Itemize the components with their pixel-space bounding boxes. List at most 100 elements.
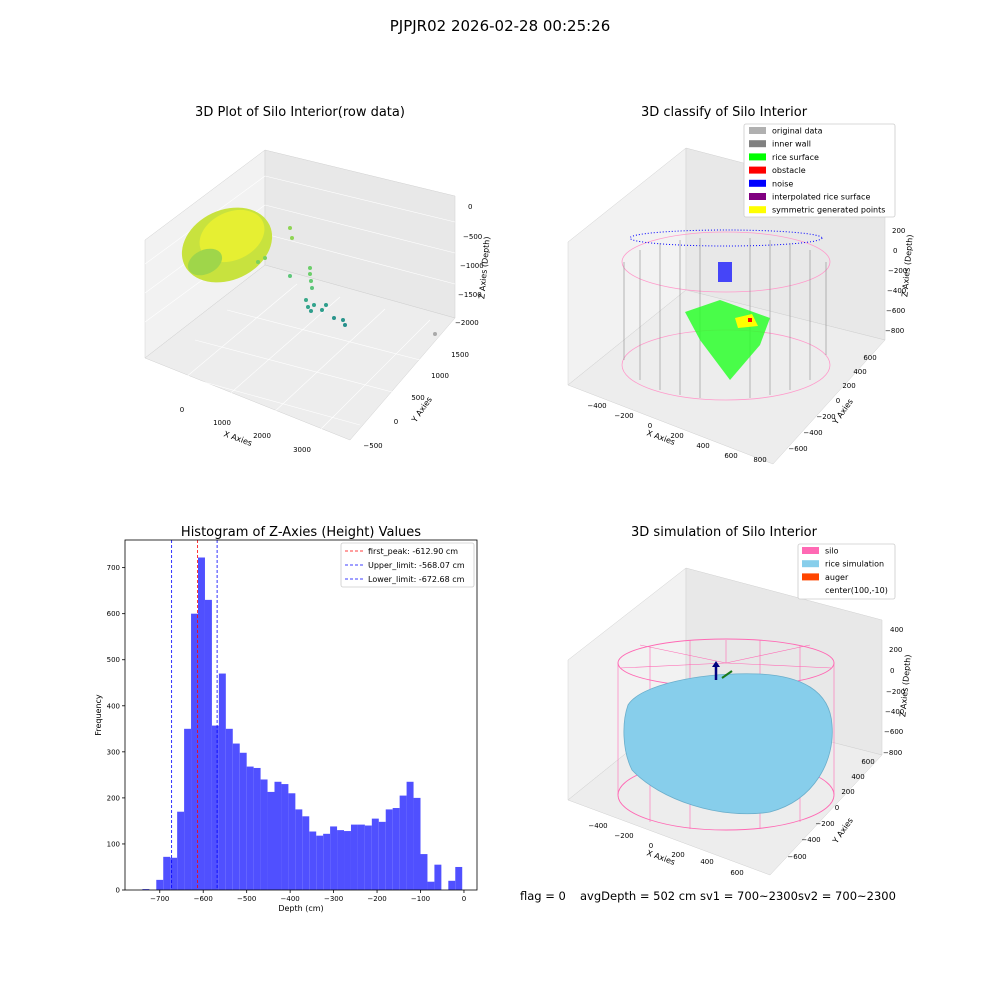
simulation-ztick: −400 (885, 708, 904, 716)
simulation-ztick: −600 (884, 728, 903, 736)
histogram-bar (323, 833, 331, 890)
classify-legend-swatch (749, 140, 766, 148)
histogram-bar (218, 673, 226, 890)
histogram-x-axis-label: Depth (cm) (278, 904, 323, 913)
classify-ztick: 0 (893, 247, 897, 255)
raw-ytick: −500 (363, 442, 382, 450)
histogram-bar (246, 766, 254, 890)
simulation-ztick: 0 (890, 667, 894, 675)
histogram-bar (350, 824, 358, 890)
classify-xtick: 200 (670, 432, 683, 440)
raw-ztick: −500 (463, 233, 482, 241)
simulation-panel-title: 3D simulation of Silo Interior (631, 525, 818, 540)
histogram-xtick-label: −100 (411, 895, 430, 903)
classify-axis-ticks: −400 −200 0 200 400 600 800 −600 −400 −2… (587, 227, 907, 464)
simulation-ytick: 400 (851, 773, 864, 781)
histogram-ytick-label: 400 (107, 702, 120, 710)
histogram-bar (357, 824, 365, 890)
simulation-3d-panel: 3D simulation of Silo Interior −400 −200… (567, 525, 913, 877)
histogram-bar (399, 795, 407, 890)
histogram-bar (198, 557, 205, 890)
raw-panel-title: 3D Plot of Silo Interior(row data) (195, 105, 405, 120)
classify-ztick: −400 (887, 287, 906, 295)
histogram-legend-label: first_peak: -612.90 cm (368, 547, 458, 556)
simulation-xtick: −400 (588, 822, 607, 830)
simulation-legend-label: auger (825, 573, 849, 582)
histogram-bar (281, 784, 289, 890)
raw-xtick: 1000 (213, 419, 231, 427)
histogram-bars (142, 557, 463, 890)
simulation-ytick: −200 (815, 820, 834, 828)
histogram-bar (371, 818, 379, 890)
histogram-bar (156, 879, 164, 890)
simulation-ytick: 0 (835, 804, 839, 812)
simulation-legend-label: silo (825, 547, 839, 556)
simulation-legend-swatch (802, 560, 819, 568)
simulation-ytick: 600 (861, 758, 874, 766)
classify-ztick: 200 (892, 227, 905, 235)
histogram-bar (191, 613, 199, 890)
simulation-legend-swatch (802, 547, 819, 554)
simulation-legend-frame (797, 543, 896, 600)
histogram-bar (239, 752, 247, 890)
histogram-ytick-label: 300 (107, 748, 120, 756)
histogram-bar (434, 864, 442, 890)
simulation-ztick: −800 (883, 749, 902, 757)
simulation-xtick: 400 (700, 858, 713, 866)
histogram-bar (184, 728, 192, 890)
simulation-axis-ticks: −400 −200 0 200 400 600 −600 −400 −200 0… (588, 626, 905, 877)
raw-ytick: 1500 (451, 351, 469, 359)
classify-legend-swatch (749, 179, 766, 187)
histogram-bar (364, 825, 372, 890)
histogram-bar (316, 835, 324, 890)
histogram-xtick-label: −500 (237, 895, 256, 903)
histogram-x-ticks: −700 −600 −500 −400 −300 −200 −100 0 (150, 890, 466, 903)
classify-legend-swatch (749, 166, 766, 174)
simulation-xtick: 200 (671, 851, 684, 859)
classify-legend-label: interpolated rice surface (772, 193, 870, 202)
classify-z-axis-label: Z Axies (Depth) (900, 234, 914, 297)
raw-silo-point-cloud-shadow (187, 248, 223, 276)
classify-legend-label: obstacle (772, 166, 806, 175)
histogram-xtick-label: −400 (281, 895, 300, 903)
raw-xtick: 2000 (253, 432, 271, 440)
raw-ytick: 1000 (431, 372, 449, 380)
histogram-y-ticks: 0 100 200 300 400 500 600 700 (107, 564, 125, 895)
classify-xtick: 800 (753, 456, 766, 464)
simulation-ztick: 200 (889, 646, 902, 654)
classify-floor-pane (567, 289, 886, 465)
simulation-ztick: 400 (890, 626, 903, 634)
simulation-legend-label: center(100,-10) (825, 586, 888, 595)
footer-sv1: sv1 = 700~2300 (700, 889, 798, 903)
histogram-xtick-label: −600 (194, 895, 213, 903)
histogram-bar (392, 808, 400, 890)
histogram-bar (177, 811, 185, 890)
histogram-bar (267, 791, 275, 890)
simulation-legend-swatch (802, 573, 819, 581)
histogram-bar (385, 809, 393, 890)
raw-3d-panel: 3D Plot of Silo Interior(row data) (144, 105, 492, 454)
figure-suptitle: PJPJR02 2026-02-28 00:25:26 (390, 17, 611, 35)
footer-avg-depth: avgDepth = 502 cm (580, 889, 696, 903)
classify-silo-top-rim (621, 231, 831, 293)
histogram-ytick-label: 700 (107, 564, 120, 572)
simulation-z-axis-label: Z Axies (Depth) (898, 654, 912, 717)
histogram-plot-frame (124, 539, 478, 891)
histogram-bar (253, 767, 261, 890)
classify-ytick: −600 (788, 445, 807, 453)
classify-xtick: −200 (614, 412, 633, 420)
histogram-bar (170, 857, 178, 890)
histogram-ytick-label: 600 (107, 610, 120, 618)
classify-panel-title: 3D classify of Silo Interior (641, 105, 808, 120)
histogram-bar (420, 854, 428, 890)
classify-ytick: 200 (842, 382, 855, 390)
histogram-panel: Histogram of Z-Axies (Height) Values −70… (94, 525, 478, 913)
classify-legend-swatch (749, 193, 766, 200)
classify-legend: original data inner wall rice surface obsta… (743, 123, 896, 218)
raw-z-axis-label: Z Axies (Depth) (477, 236, 491, 299)
histogram-bar (260, 779, 268, 890)
histogram-legend: first_peak: -612.90 cm Upper_limit: -568.… (340, 542, 475, 588)
classify-ytick: −400 (803, 429, 822, 437)
histogram-legend-label: Upper_limit: -568.07 cm (368, 561, 465, 570)
